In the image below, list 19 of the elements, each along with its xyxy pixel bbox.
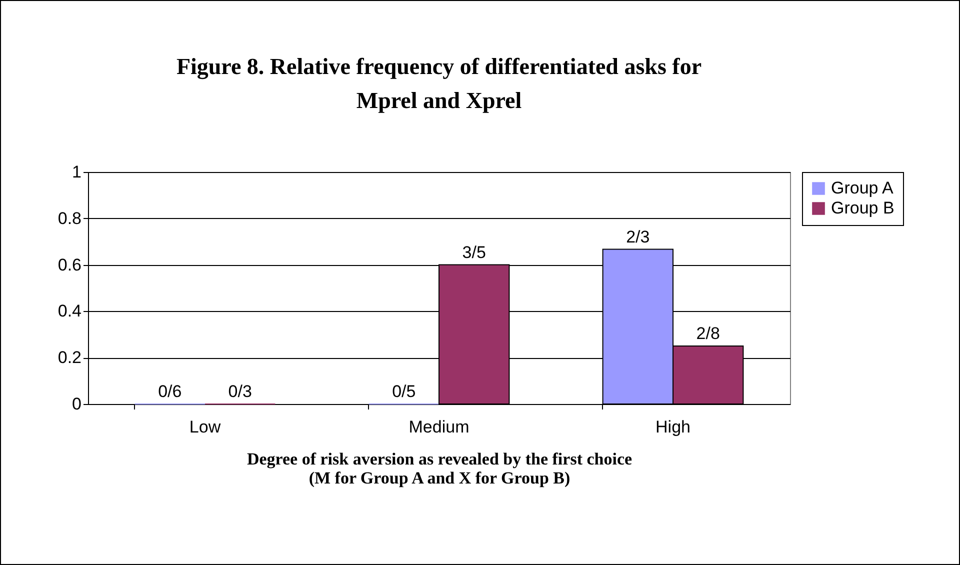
y-tick-label: 0: [72, 394, 82, 414]
x-tick-label: Low: [189, 418, 222, 436]
y-tick-label: 0.6: [58, 255, 82, 274]
y-tick-label: 1: [72, 162, 82, 182]
data-label: 0/6: [158, 382, 182, 401]
chart-title: Figure 8. Relative frequency of differentiated asks for Mprel and Xprel: [176, 54, 702, 113]
x-tick-label: Medium: [408, 418, 470, 436]
x-axis-title: Degree of risk aversion as revealed by the first choice (M for Group A and X for Group B): [246, 450, 632, 488]
data-label: 3/5: [462, 242, 486, 262]
legend-label: Group A: [831, 178, 894, 198]
data-label: 2/3: [626, 227, 650, 246]
y-tick-label: 0.2: [58, 348, 82, 368]
data-label: 0/3: [228, 382, 252, 401]
y-tick-label: 0.4: [58, 302, 82, 321]
data-label: 2/8: [696, 324, 720, 343]
y-tick-label: 0.8: [58, 208, 82, 228]
data-label: 0/5: [392, 382, 416, 401]
legend-label: Group B: [831, 198, 894, 218]
x-tick-label: High: [656, 418, 690, 436]
